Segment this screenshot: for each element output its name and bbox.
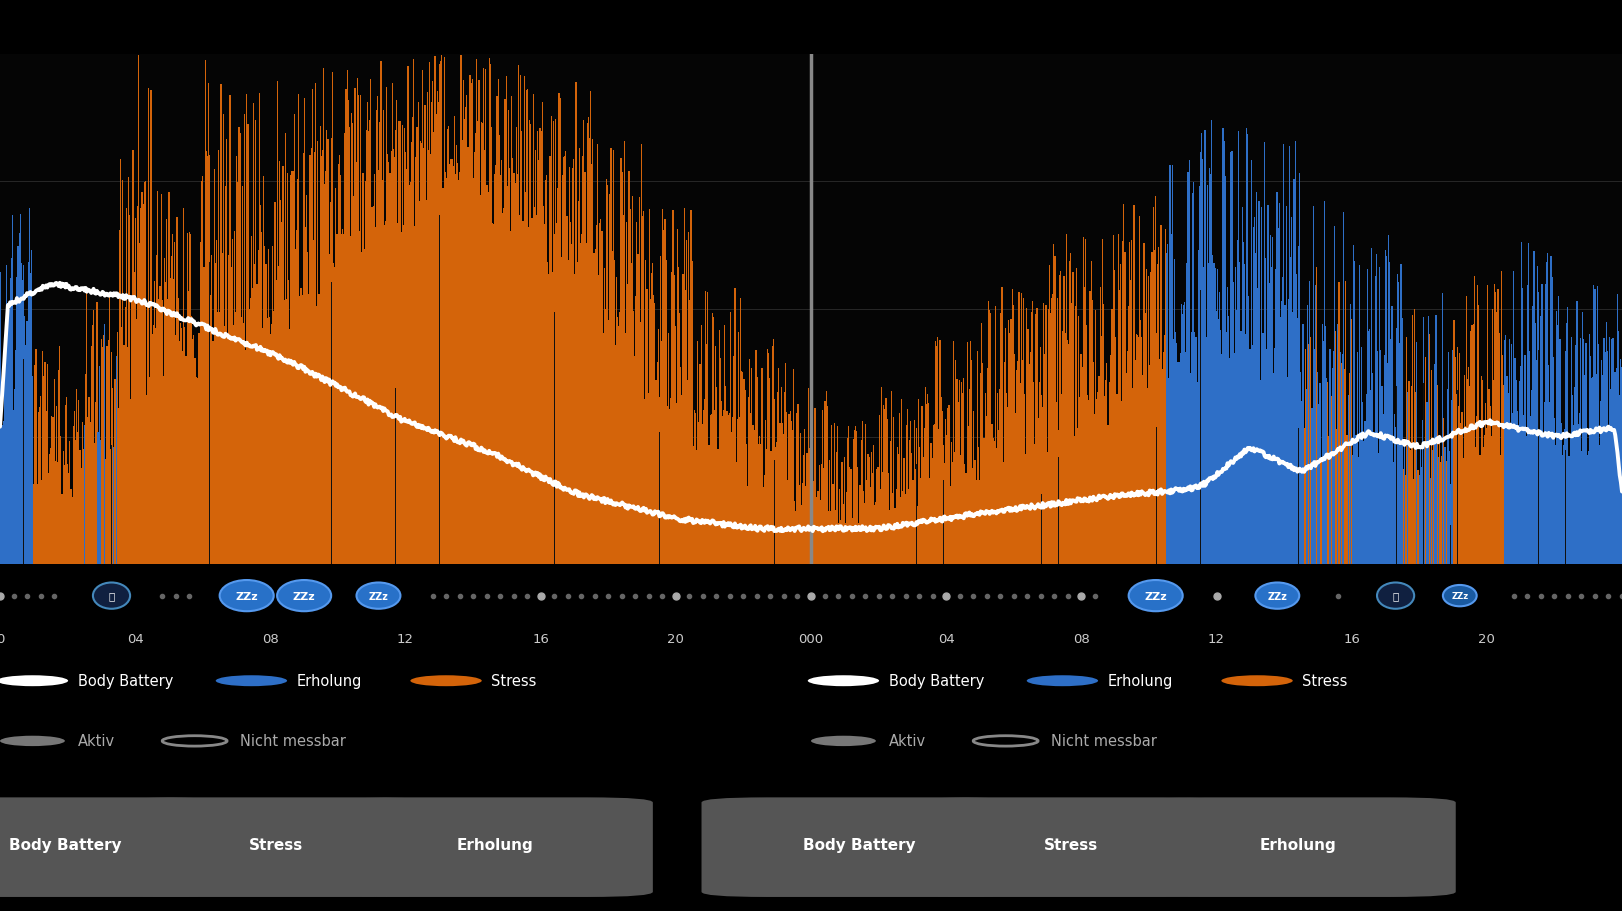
- Ellipse shape: [811, 736, 876, 746]
- Ellipse shape: [1129, 580, 1182, 611]
- Text: 16: 16: [1343, 632, 1361, 645]
- Text: Nicht messbar: Nicht messbar: [1051, 733, 1156, 749]
- Text: 12: 12: [397, 632, 414, 645]
- Ellipse shape: [1377, 583, 1414, 609]
- Ellipse shape: [216, 675, 287, 687]
- Text: ZZz: ZZz: [1267, 591, 1288, 601]
- Ellipse shape: [92, 583, 130, 609]
- Text: 16: 16: [532, 632, 550, 645]
- Text: Aktiv: Aktiv: [78, 733, 115, 749]
- Text: ⏰: ⏰: [109, 591, 115, 601]
- Text: Body Battery: Body Battery: [889, 673, 985, 689]
- Text: Body Battery: Body Battery: [8, 837, 122, 852]
- Ellipse shape: [1255, 583, 1299, 609]
- Text: Stress: Stress: [491, 673, 537, 689]
- Ellipse shape: [0, 675, 68, 687]
- FancyBboxPatch shape: [912, 797, 1229, 897]
- Text: 0: 0: [0, 632, 5, 645]
- Text: Stress: Stress: [1302, 673, 1348, 689]
- Text: Aktiv: Aktiv: [889, 733, 926, 749]
- Ellipse shape: [357, 583, 401, 609]
- FancyBboxPatch shape: [0, 797, 224, 897]
- Text: ZZz: ZZz: [294, 591, 315, 601]
- Text: Erholung: Erholung: [456, 837, 534, 852]
- Text: Erholung: Erholung: [297, 673, 362, 689]
- Text: Body Battery: Body Battery: [803, 837, 916, 852]
- Ellipse shape: [410, 675, 482, 687]
- Text: Stress: Stress: [248, 837, 303, 852]
- Text: 08: 08: [263, 632, 279, 645]
- Text: 12: 12: [1208, 632, 1225, 645]
- Ellipse shape: [1221, 675, 1293, 687]
- Ellipse shape: [219, 580, 274, 611]
- Ellipse shape: [1444, 586, 1476, 607]
- Text: 04: 04: [127, 632, 143, 645]
- FancyBboxPatch shape: [702, 797, 1019, 897]
- Ellipse shape: [0, 736, 65, 746]
- Text: Stress: Stress: [1043, 837, 1098, 852]
- Text: Erholung: Erholung: [1108, 673, 1173, 689]
- Text: 04: 04: [938, 632, 954, 645]
- Text: Erholung: Erholung: [1259, 837, 1337, 852]
- Text: ZZz: ZZz: [1145, 591, 1166, 601]
- Text: ZZz: ZZz: [368, 591, 388, 601]
- Text: 08: 08: [1074, 632, 1090, 645]
- Text: Nicht messbar: Nicht messbar: [240, 733, 345, 749]
- Ellipse shape: [808, 675, 879, 687]
- Ellipse shape: [1027, 675, 1098, 687]
- FancyBboxPatch shape: [118, 797, 435, 897]
- Text: ZZz: ZZz: [1452, 591, 1468, 600]
- Text: 20: 20: [1478, 632, 1495, 645]
- Text: 20: 20: [667, 632, 684, 645]
- FancyBboxPatch shape: [1139, 797, 1457, 897]
- Text: ZZz: ZZz: [235, 591, 258, 601]
- Text: Body Battery: Body Battery: [78, 673, 174, 689]
- Text: 000: 000: [798, 632, 824, 645]
- Ellipse shape: [277, 580, 331, 611]
- FancyBboxPatch shape: [337, 797, 652, 897]
- Text: ⏰: ⏰: [1392, 591, 1398, 601]
